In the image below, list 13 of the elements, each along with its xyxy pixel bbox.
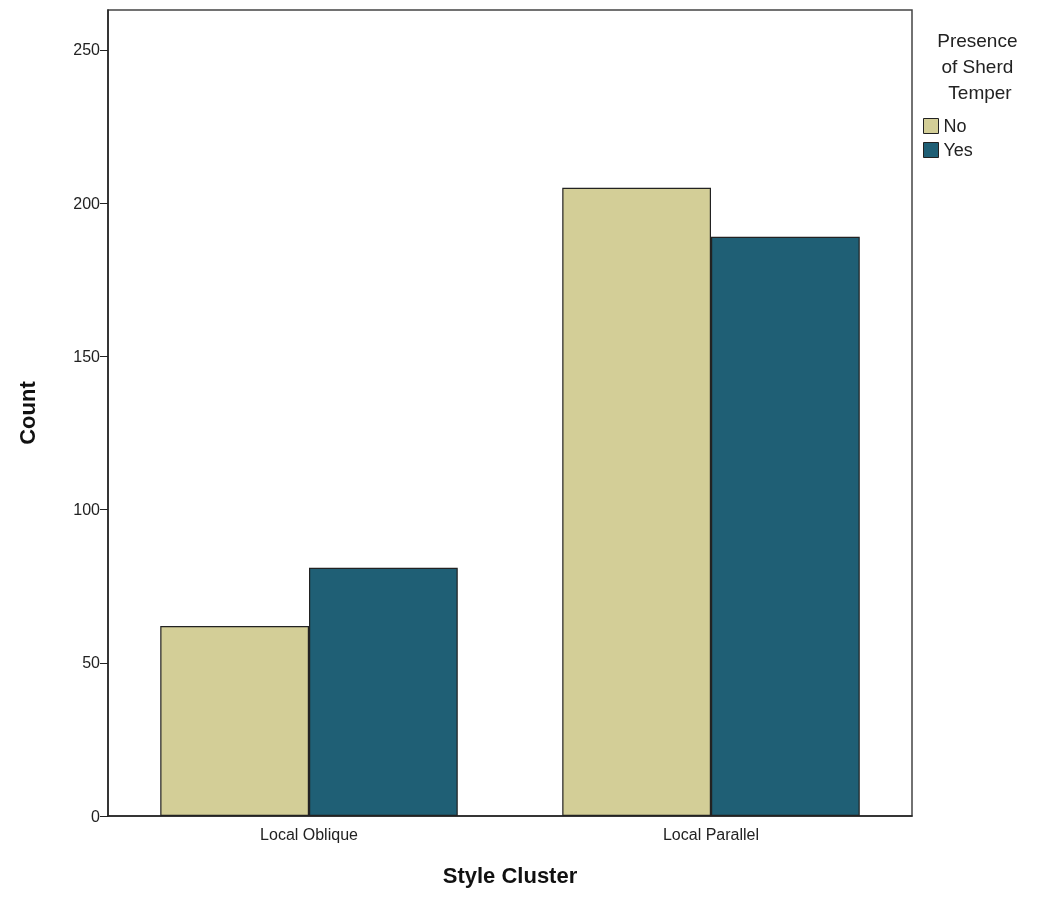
y-tick-label: 150: [73, 347, 101, 365]
legend-label: Yes: [943, 140, 973, 160]
y-tick-label: 250: [73, 41, 101, 59]
y-tick-label: 200: [73, 194, 101, 212]
y-tick-label: 50: [82, 654, 101, 672]
y-tick-label: 0: [91, 807, 101, 825]
x-tick-label: Local Oblique: [260, 825, 359, 843]
y-tick-label: 100: [73, 501, 101, 519]
x-tick-label: Local Parallel: [662, 825, 760, 843]
legend-title: Presence of Sherd Temper: [937, 29, 1023, 103]
y-axis-title: Count: [14, 380, 40, 445]
legend-label: No: [943, 116, 967, 136]
x-axis-title: Style Cluster: [442, 862, 578, 888]
